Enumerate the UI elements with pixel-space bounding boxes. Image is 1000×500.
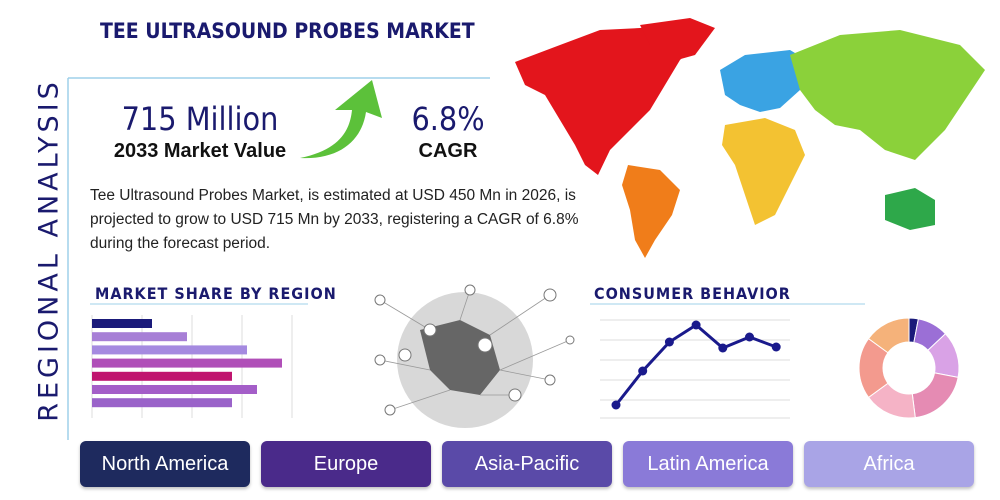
region-button[interactable]: North America: [80, 441, 250, 487]
line-point: [745, 332, 754, 342]
line-point: [718, 343, 728, 353]
mini-charts: [92, 317, 960, 419]
line-grid: [600, 319, 790, 419]
bar: [92, 345, 247, 355]
line-point: [691, 320, 701, 330]
bar: [92, 358, 282, 368]
region-button[interactable]: Asia-Pacific: [442, 441, 612, 487]
region-button[interactable]: Latin America: [623, 441, 793, 487]
bar: [92, 398, 232, 408]
side-label: REGIONAL ANALYSIS: [34, 78, 65, 422]
stat-label: 2033 Market Value: [114, 140, 286, 162]
stat-value: 6.8%: [411, 100, 484, 138]
bar: [92, 319, 152, 328]
line-point: [771, 342, 781, 352]
world-map: [515, 18, 985, 258]
bar: [92, 385, 257, 394]
growth-arrow: [300, 80, 382, 159]
region-button[interactable]: Africa: [804, 441, 974, 487]
line-point: [664, 337, 674, 347]
stat-value: 715 Million: [122, 100, 279, 138]
section-title: MARKET SHARE BY REGION: [95, 284, 337, 303]
section-title: CONSUMER BEHAVIOR: [594, 284, 791, 303]
bar: [92, 371, 232, 381]
globe-network: [374, 284, 575, 428]
frame: [67, 77, 490, 440]
donut-slice: [867, 317, 910, 354]
stat-label: CAGR: [419, 140, 478, 162]
donut-slice: [911, 372, 959, 419]
line-point: [638, 366, 648, 376]
region-button[interactable]: Europe: [261, 441, 431, 487]
description: Tee Ultrasound Probes Market, is estimat…: [90, 187, 579, 252]
title: TEE ULTRASOUND PROBES MARKET: [100, 19, 475, 43]
bar: [92, 332, 187, 342]
line-point: [611, 400, 621, 410]
